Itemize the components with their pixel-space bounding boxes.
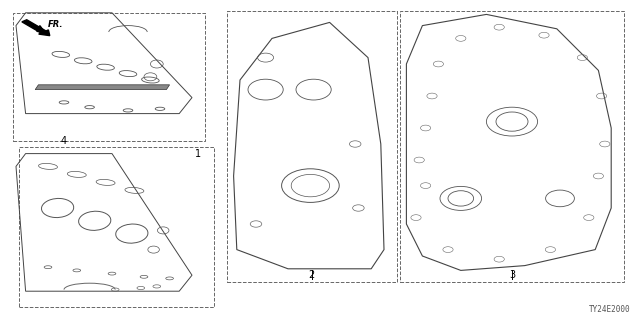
Text: 4: 4 xyxy=(61,136,67,146)
Bar xyxy=(400,11,624,282)
Text: 3: 3 xyxy=(509,270,515,280)
Polygon shape xyxy=(35,85,170,90)
Bar xyxy=(13,13,205,141)
Text: 1: 1 xyxy=(195,149,202,159)
Text: FR.: FR. xyxy=(48,20,63,28)
Bar xyxy=(227,11,397,282)
Text: 2: 2 xyxy=(308,270,315,280)
Text: TY24E2000: TY24E2000 xyxy=(589,305,630,314)
FancyArrow shape xyxy=(22,20,50,36)
Bar xyxy=(19,147,214,307)
